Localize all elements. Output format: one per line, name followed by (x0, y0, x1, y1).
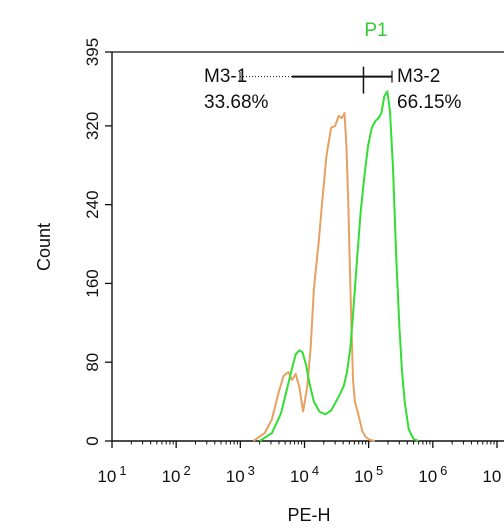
x-tick-label: 10 2 (162, 463, 191, 486)
y-axis-title: Count (34, 223, 54, 271)
y-tick-label: 240 (83, 190, 102, 218)
x-tick-label: 107 (482, 463, 504, 486)
marker-m3-1-name: M3-1 (204, 66, 247, 87)
marker-m3-2-name: M3-2 (397, 66, 440, 87)
y-tick-label: 80 (83, 353, 102, 372)
x-tick-label: 10 6 (418, 463, 447, 486)
chart-title: P1 (364, 20, 387, 41)
x-tick-label: 10 4 (290, 463, 319, 486)
y-tick-label: 320 (83, 112, 102, 140)
marker-m3-1-value: 33.68% (204, 92, 269, 113)
marker-m3-2-value: 66.15% (397, 92, 462, 113)
plot-frame (111, 51, 504, 442)
y-tick-label: 160 (83, 269, 102, 297)
x-axis-title: PE-H (287, 505, 330, 525)
series-layer (252, 90, 419, 442)
x-tick-label: 10 5 (354, 463, 383, 486)
y-axis-ticks: 0 80 160 240 320 395 (83, 38, 112, 446)
x-tick-label: 10 1 (97, 463, 126, 486)
y-tick-label: 0 (83, 436, 102, 445)
x-tick-label: 10 3 (226, 463, 255, 486)
gate-markers: M3-1 33.68% M3-2 66.15% (204, 66, 462, 113)
x-axis-ticks: 101 102 103 104 105 106 107 (97, 441, 504, 486)
y-tick-label: 395 (83, 38, 102, 66)
histogram-series-sample (259, 90, 419, 442)
